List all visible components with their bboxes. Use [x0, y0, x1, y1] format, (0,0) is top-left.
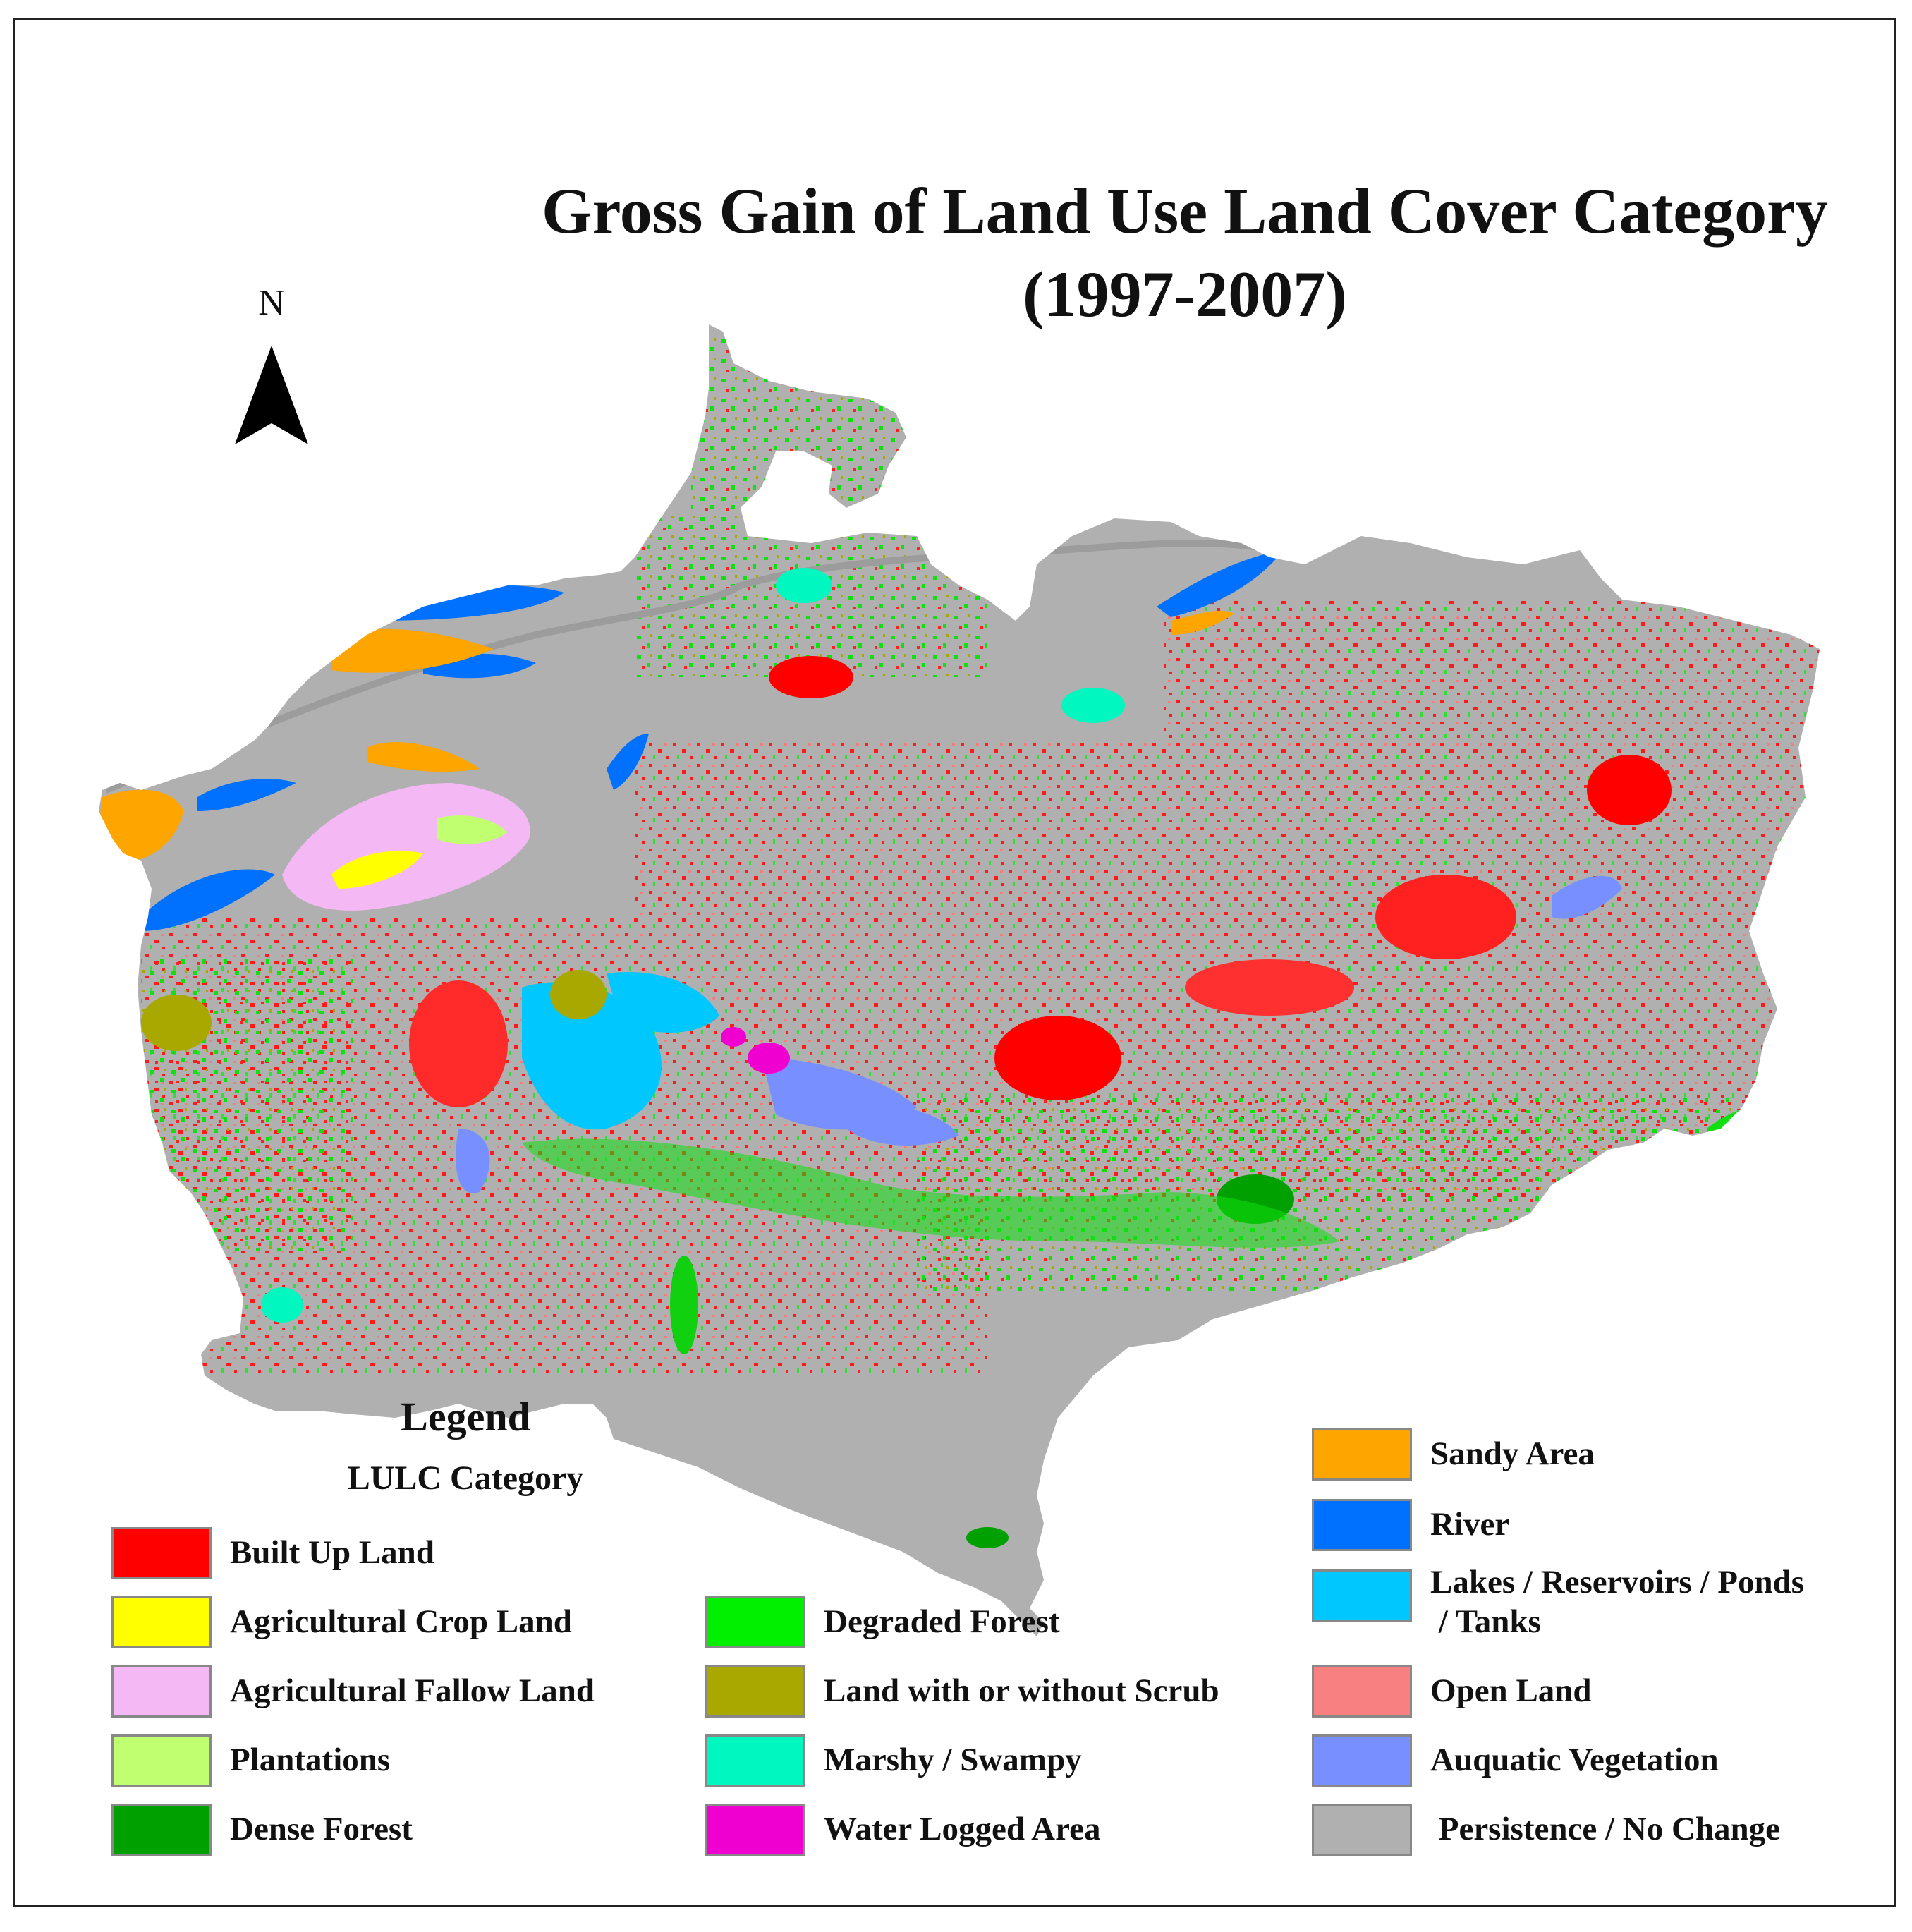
legend-swatch: [111, 1527, 212, 1579]
legend-swatch: [111, 1734, 212, 1787]
legend-swatch: [1312, 1734, 1412, 1787]
legend-swatch: [1312, 1569, 1412, 1622]
legend-swatch: [1312, 1665, 1412, 1718]
legend-swatch: [705, 1804, 805, 1856]
legend-swatch: [705, 1665, 805, 1718]
legend-swatch: [705, 1596, 805, 1648]
legend-label: Lakes / Reservoirs / Ponds / Tanks: [1430, 1564, 1805, 1640]
legend-label: River: [1430, 1506, 1510, 1543]
legend-swatch: [111, 1665, 212, 1718]
legend-swatch: [1312, 1428, 1412, 1481]
map-title-line1: Gross Gain of Land Use Land Cover Catego…: [542, 175, 1828, 247]
legend-swatch: [705, 1734, 805, 1787]
legend-subheading: LULC Category: [347, 1459, 584, 1497]
north-arrow: N: [229, 282, 314, 451]
legend-label: Auquatic Vegetation: [1430, 1742, 1719, 1778]
north-arrow-icon: [235, 346, 308, 444]
legend-label: Persistence / No Change: [1430, 1811, 1781, 1847]
legend-swatch: [1312, 1499, 1412, 1551]
legend-label: Degraded Forest: [824, 1603, 1060, 1640]
north-label: N: [258, 283, 285, 323]
legend-label: Open Land: [1430, 1672, 1592, 1709]
legend-label: Agricultural Crop Land: [230, 1603, 572, 1640]
legend-swatch: [111, 1596, 212, 1648]
legend-label: Dense Forest: [230, 1811, 413, 1847]
map-title: Gross Gain of Land Use Land Cover Catego…: [494, 169, 1876, 336]
map-title-line2: (1997-2007): [1023, 258, 1347, 330]
legend-label: Marshy / Swampy: [824, 1742, 1082, 1778]
legend-swatch: [1312, 1804, 1412, 1856]
legend-label: Water Logged Area: [824, 1811, 1101, 1847]
legend-heading: Legend: [401, 1394, 530, 1440]
legend-label: Agricultural Fallow Land: [230, 1672, 595, 1709]
legend-label: Land with or without Scrub: [824, 1672, 1219, 1709]
legend-label: Plantations: [230, 1742, 391, 1778]
legend-label: Sandy Area: [1430, 1435, 1595, 1472]
legend-swatch: [111, 1804, 212, 1856]
legend-label: Built Up Land: [230, 1534, 434, 1571]
